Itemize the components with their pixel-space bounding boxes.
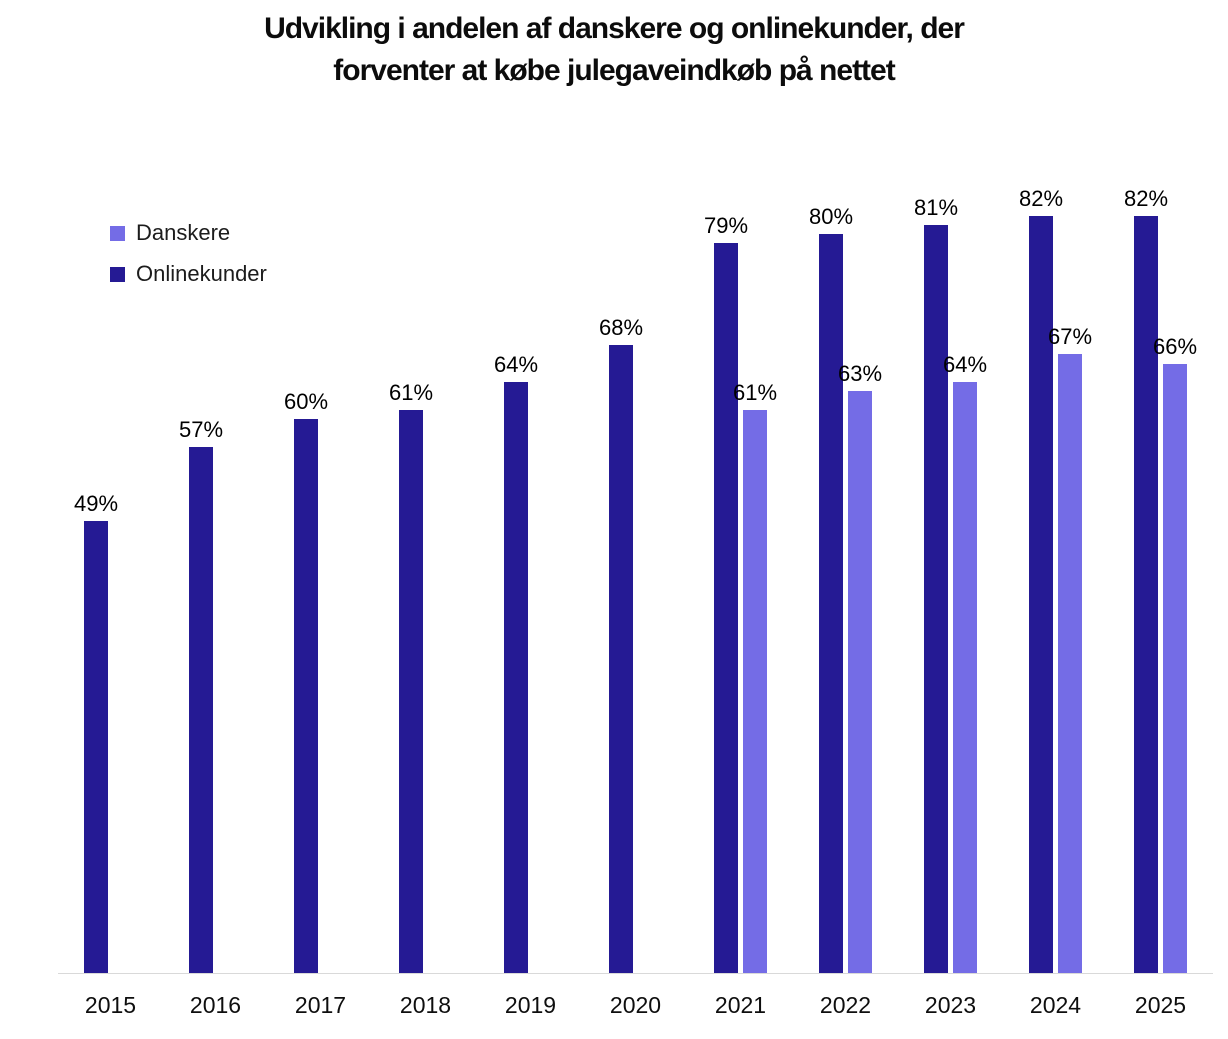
bar-slot: 67% [1048, 326, 1092, 974]
bar-groups: 49% 57% 60% 61% 64% 68% 79% 61% 80% 63% 81% 64% 82% 6… [58, 188, 1213, 974]
bar-onlinekunder-2023 [924, 225, 948, 974]
value-label-onlinekunder-2016: 57% [178, 417, 224, 442]
value-label-onlinekunder-2023: 81% [913, 195, 959, 220]
bar-slot: 79% [704, 215, 748, 974]
bar-slot: 61% [733, 382, 777, 974]
year-group-2022: 80% 63% [793, 188, 898, 974]
x-axis-label-2023: 2023 [924, 992, 977, 1018]
x-axis-label-2020: 2020 [609, 992, 662, 1018]
bar-onlinekunder-2017 [294, 419, 318, 974]
x-axis-label-2016: 2016 [189, 992, 242, 1018]
bar-danskere-2022 [848, 391, 872, 974]
x-axis-label-2015: 2015 [84, 992, 137, 1018]
value-label-onlinekunder-2025: 82% [1123, 186, 1169, 211]
bar-onlinekunder-2020 [609, 345, 633, 974]
year-group-2020: 68% [583, 188, 688, 974]
year-group-2023: 81% 64% [898, 188, 1003, 974]
year-group-2021: 79% 61% [688, 188, 793, 974]
value-label-onlinekunder-2019: 64% [493, 352, 539, 377]
value-label-danskere-2022: 63% [837, 361, 883, 386]
value-label-danskere-2021: 61% [732, 380, 778, 405]
bar-onlinekunder-2024 [1029, 216, 1053, 974]
value-label-onlinekunder-2015: 49% [73, 491, 119, 516]
value-label-onlinekunder-2018: 61% [388, 380, 434, 405]
legend-label-onlinekunder: Onlinekunder [136, 261, 267, 286]
x-axis-label-2018: 2018 [399, 992, 452, 1018]
bar-slot: 66% [1153, 336, 1197, 974]
bar-slot: 49% [74, 493, 118, 974]
bar-danskere-2025 [1163, 364, 1187, 974]
bar-slot: 64% [494, 354, 538, 974]
year-group-2016: 57% [163, 188, 268, 974]
bar-onlinekunder-2022 [819, 234, 843, 974]
chart-title: Udvikling i andelen af danskere og onlin… [0, 8, 1228, 92]
value-label-danskere-2023: 64% [942, 352, 988, 377]
bar-slot: 68% [599, 317, 643, 974]
bar-slot: 82% [1124, 188, 1168, 974]
danskere-swatch-icon [110, 225, 125, 241]
x-axis-label-2019: 2019 [504, 992, 557, 1018]
x-axis-label-2022: 2022 [819, 992, 872, 1018]
year-group-2017: 60% [268, 188, 373, 974]
x-axis-label-2021: 2021 [714, 992, 767, 1018]
legend: Danskere Onlinekunder [110, 220, 267, 287]
year-group-2018: 61% [373, 188, 478, 974]
x-axis-line [58, 973, 1213, 974]
bar-slot: 64% [943, 354, 987, 974]
bar-slot: 57% [179, 419, 223, 974]
legend-item-danskere: Danskere [110, 220, 267, 246]
bar-danskere-2021 [743, 410, 767, 974]
year-group-2024: 82% 67% [1003, 188, 1108, 974]
legend-label-danskere: Danskere [136, 220, 231, 245]
bar-onlinekunder-2019 [504, 382, 528, 974]
year-group-2019: 64% [478, 188, 583, 974]
value-label-onlinekunder-2024: 82% [1018, 186, 1064, 211]
bar-slot: 60% [284, 391, 328, 974]
x-axis-labels: 2015 2016 2017 2018 2019 2020 2021 2022 2023 2024… [58, 994, 1213, 1017]
value-label-onlinekunder-2017: 60% [283, 389, 329, 414]
bar-slot: 81% [914, 197, 958, 974]
bar-onlinekunder-2021 [714, 243, 738, 974]
bar-onlinekunder-2025 [1134, 216, 1158, 974]
bar-slot: 80% [809, 206, 853, 974]
value-label-onlinekunder-2021: 79% [703, 213, 749, 238]
bar-onlinekunder-2018 [399, 410, 423, 974]
value-label-onlinekunder-2020: 68% [598, 315, 644, 340]
bar-danskere-2024 [1058, 354, 1082, 974]
bar-onlinekunder-2016 [189, 447, 213, 974]
bar-slot: 82% [1019, 188, 1063, 974]
bar-danskere-2023 [953, 382, 977, 974]
value-label-danskere-2024: 67% [1047, 324, 1093, 349]
legend-item-onlinekunder: Onlinekunder [110, 261, 267, 287]
bar-onlinekunder-2015 [84, 521, 108, 974]
x-axis-label-2024: 2024 [1029, 992, 1082, 1018]
chart-title-line-2: forventer at købe julegaveindkøb på nett… [333, 54, 895, 87]
x-axis-label-2017: 2017 [294, 992, 347, 1018]
value-label-onlinekunder-2022: 80% [808, 204, 854, 229]
bar-slot: 63% [838, 363, 882, 974]
year-group-2015: 49% [58, 188, 163, 974]
value-label-danskere-2025: 66% [1152, 334, 1198, 359]
chart-title-line-1: Udvikling i andelen af danskere og onlin… [264, 12, 965, 45]
bar-slot: 61% [389, 382, 433, 974]
plot-area: 49% 57% 60% 61% 64% 68% 79% 61% 80% 63% 81% 64% 82% 6… [58, 0, 1213, 1039]
year-group-2025: 82% 66% [1108, 188, 1213, 974]
onlinekunder-swatch-icon [110, 266, 125, 282]
x-axis-label-2025: 2025 [1134, 992, 1187, 1018]
